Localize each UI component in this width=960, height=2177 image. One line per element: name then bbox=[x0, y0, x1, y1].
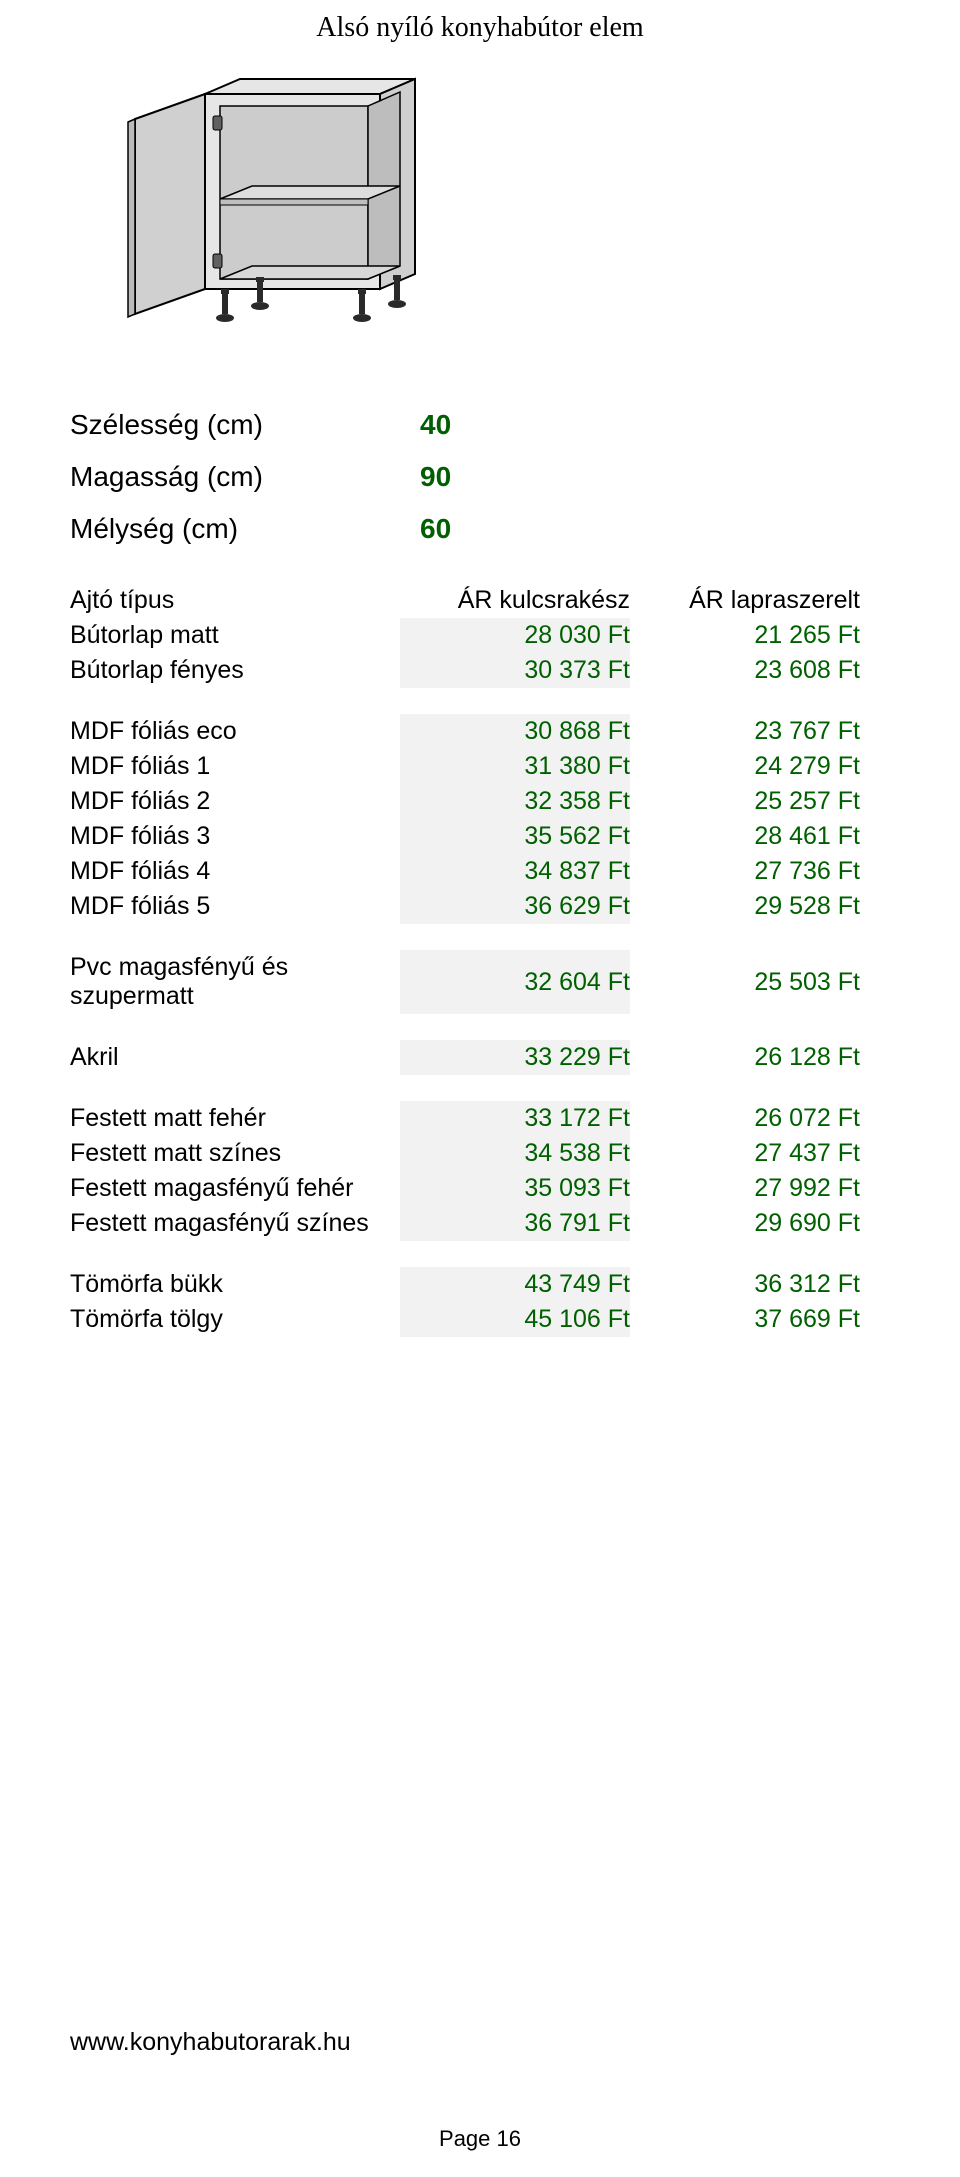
dim-depth-label: Mélység (cm) bbox=[70, 503, 420, 555]
price-col2: 27 437 Ft bbox=[630, 1136, 860, 1171]
price-col1: 34 538 Ft bbox=[400, 1136, 630, 1171]
table-row: Akril33 229 Ft26 128 Ft bbox=[70, 1040, 860, 1075]
price-group: Tömörfa bükk43 749 Ft36 312 FtTömörfa tö… bbox=[70, 1241, 860, 1337]
table-row: Bútorlap fényes30 373 Ft23 608 Ft bbox=[70, 653, 860, 688]
price-col2: 26 128 Ft bbox=[630, 1040, 860, 1075]
table-row: Bútorlap matt28 030 Ft21 265 Ft bbox=[70, 618, 860, 653]
price-col2: 29 528 Ft bbox=[630, 889, 860, 924]
row-label: Festett matt színes bbox=[70, 1136, 400, 1171]
table-row: Pvc magasfényű és szupermatt32 604 Ft25 … bbox=[70, 950, 860, 1014]
header-col2: ÁR lapraszerelt bbox=[630, 583, 860, 618]
row-label: MDF fóliás eco bbox=[70, 714, 400, 749]
price-col1: 36 629 Ft bbox=[400, 889, 630, 924]
footer-link: www.konyhabutorarak.hu bbox=[70, 2028, 351, 2057]
row-label: Bútorlap matt bbox=[70, 618, 400, 653]
price-col1: 34 837 Ft bbox=[400, 854, 630, 889]
price-col2: 29 690 Ft bbox=[630, 1206, 860, 1241]
price-col1: 30 373 Ft bbox=[400, 653, 630, 688]
price-col1: 45 106 Ft bbox=[400, 1302, 630, 1337]
row-label: Bútorlap fényes bbox=[70, 653, 400, 688]
price-col1: 33 172 Ft bbox=[400, 1101, 630, 1136]
row-label: MDF fóliás 3 bbox=[70, 819, 400, 854]
price-col2: 36 312 Ft bbox=[630, 1267, 860, 1302]
price-col2: 23 767 Ft bbox=[630, 714, 860, 749]
price-group: Festett matt fehér33 172 Ft26 072 FtFest… bbox=[70, 1075, 860, 1241]
dim-depth-value: 60 bbox=[420, 503, 660, 555]
table-row: MDF fóliás 232 358 Ft25 257 Ft bbox=[70, 784, 860, 819]
table-row: MDF fóliás 536 629 Ft29 528 Ft bbox=[70, 889, 860, 924]
content-area: Szélesség (cm) 40 Magasság (cm) 90 Mélys… bbox=[0, 399, 960, 1337]
cabinet-diagram bbox=[90, 64, 960, 349]
dim-width-label: Szélesség (cm) bbox=[70, 399, 420, 451]
price-col1: 35 093 Ft bbox=[400, 1171, 630, 1206]
price-col2: 24 279 Ft bbox=[630, 749, 860, 784]
price-group: Pvc magasfényű és szupermatt32 604 Ft25 … bbox=[70, 924, 860, 1014]
price-group: MDF fóliás eco30 868 Ft23 767 FtMDF fóli… bbox=[70, 688, 860, 924]
dim-height-value: 90 bbox=[420, 451, 660, 503]
table-row: Festett magasfényű fehér35 093 Ft27 992 … bbox=[70, 1171, 860, 1206]
price-col1: 35 562 Ft bbox=[400, 819, 630, 854]
price-col1: 31 380 Ft bbox=[400, 749, 630, 784]
price-col1: 33 229 Ft bbox=[400, 1040, 630, 1075]
row-label: Pvc magasfényű és szupermatt bbox=[70, 950, 400, 1014]
price-col2: 27 736 Ft bbox=[630, 854, 860, 889]
price-group: Bútorlap matt28 030 Ft21 265 FtBútorlap … bbox=[70, 618, 860, 688]
dim-height-label: Magasság (cm) bbox=[70, 451, 420, 503]
price-col2: 23 608 Ft bbox=[630, 653, 860, 688]
price-col2: 21 265 Ft bbox=[630, 618, 860, 653]
table-row: MDF fóliás 131 380 Ft24 279 Ft bbox=[70, 749, 860, 784]
page-title: Alsó nyíló konyhabútor elem bbox=[0, 0, 960, 64]
table-row: Tömörfa tölgy45 106 Ft37 669 Ft bbox=[70, 1302, 860, 1337]
price-group: Akril33 229 Ft26 128 Ft bbox=[70, 1014, 860, 1075]
row-label: Festett magasfényű színes bbox=[70, 1206, 400, 1241]
footer-page-number: Page 16 bbox=[0, 2126, 960, 2152]
price-col1: 43 749 Ft bbox=[400, 1267, 630, 1302]
price-col1: 36 791 Ft bbox=[400, 1206, 630, 1241]
row-label: MDF fóliás 1 bbox=[70, 749, 400, 784]
row-label: Tömörfa tölgy bbox=[70, 1302, 400, 1337]
price-col2: 27 992 Ft bbox=[630, 1171, 860, 1206]
dimensions-table: Szélesség (cm) 40 Magasság (cm) 90 Mélys… bbox=[70, 399, 860, 555]
table-row: Festett matt színes34 538 Ft27 437 Ft bbox=[70, 1136, 860, 1171]
price-col1: 28 030 Ft bbox=[400, 618, 630, 653]
price-col1: 32 358 Ft bbox=[400, 784, 630, 819]
row-label: Festett magasfényű fehér bbox=[70, 1171, 400, 1206]
row-label: Festett matt fehér bbox=[70, 1101, 400, 1136]
price-table: Ajtó típus ÁR kulcsrakész ÁR lapraszerel… bbox=[70, 583, 860, 1337]
table-row: MDF fóliás eco30 868 Ft23 767 Ft bbox=[70, 714, 860, 749]
price-col1: 30 868 Ft bbox=[400, 714, 630, 749]
header-row-label: Ajtó típus bbox=[70, 583, 400, 618]
table-row: MDF fóliás 335 562 Ft28 461 Ft bbox=[70, 819, 860, 854]
header-col1: ÁR kulcsrakész bbox=[400, 583, 630, 618]
dim-width-value: 40 bbox=[420, 399, 660, 451]
row-label: MDF fóliás 5 bbox=[70, 889, 400, 924]
row-label: Tömörfa bükk bbox=[70, 1267, 400, 1302]
table-row: Festett magasfényű színes36 791 Ft29 690… bbox=[70, 1206, 860, 1241]
price-col1: 32 604 Ft bbox=[400, 950, 630, 1014]
row-label: MDF fóliás 2 bbox=[70, 784, 400, 819]
table-row: MDF fóliás 434 837 Ft27 736 Ft bbox=[70, 854, 860, 889]
price-col2: 25 503 Ft bbox=[630, 950, 860, 1014]
price-col2: 26 072 Ft bbox=[630, 1101, 860, 1136]
table-row: Festett matt fehér33 172 Ft26 072 Ft bbox=[70, 1101, 860, 1136]
table-row: Tömörfa bükk43 749 Ft36 312 Ft bbox=[70, 1267, 860, 1302]
price-col2: 25 257 Ft bbox=[630, 784, 860, 819]
row-label: MDF fóliás 4 bbox=[70, 854, 400, 889]
price-col2: 28 461 Ft bbox=[630, 819, 860, 854]
row-label: Akril bbox=[70, 1040, 400, 1075]
price-col2: 37 669 Ft bbox=[630, 1302, 860, 1337]
